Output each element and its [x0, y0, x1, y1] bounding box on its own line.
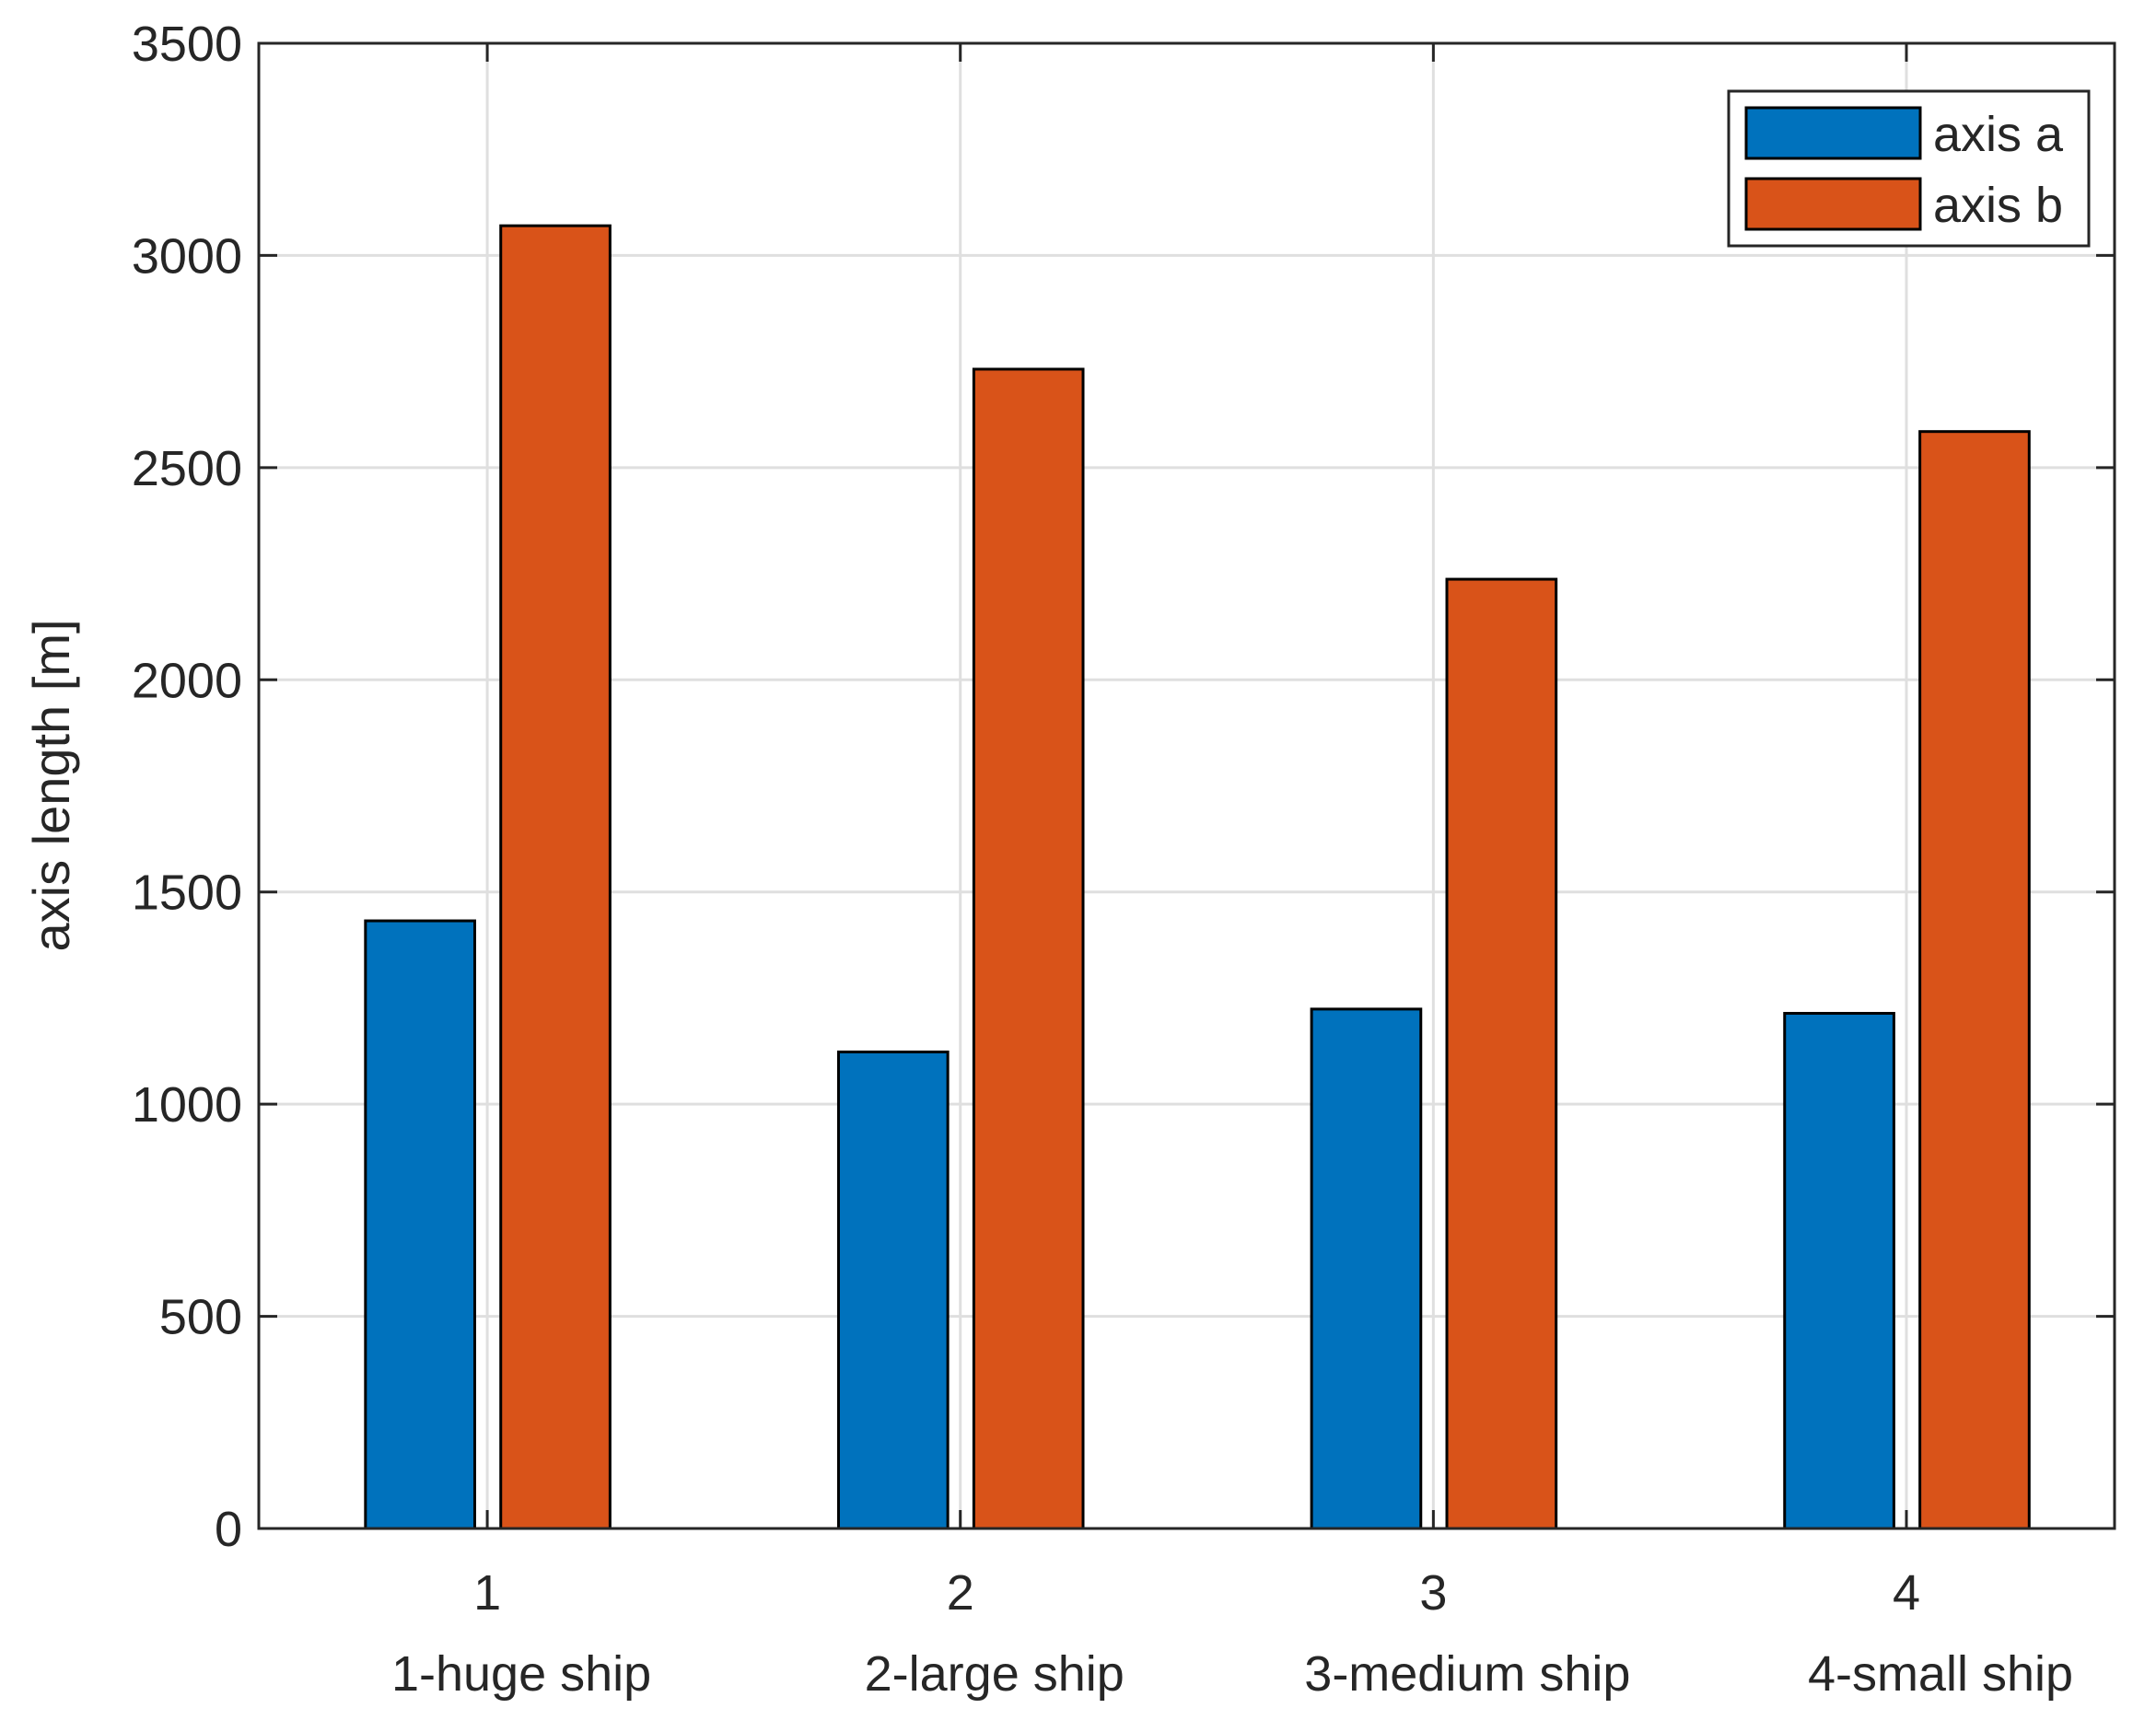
ticks: 0 500 1000 1500 2000 2500 3000 3500 1 1-huge ship…	[132, 17, 2115, 1702]
bar-axis-a-4	[1783, 1012, 1895, 1530]
y-axis-label: axis length [m]	[22, 619, 80, 951]
legend-label-axis-b: axis b	[1933, 178, 2063, 233]
category-label: 1-huge ship	[391, 1646, 651, 1702]
bar-axis-a-1	[364, 919, 476, 1530]
x-tick-label: 3	[1419, 1565, 1447, 1621]
y-tick-label: 500	[159, 1290, 242, 1345]
bar-axis-a-2	[836, 1050, 950, 1530]
legend-label-axis-a: axis a	[1933, 107, 2064, 162]
x-tick-label: 4	[1893, 1565, 1920, 1621]
y-tick-label: 2000	[132, 653, 242, 708]
bar-axis-b-4	[1918, 430, 2031, 1530]
x-tick-label: 2	[947, 1565, 974, 1621]
y-tick-label: 1500	[132, 866, 242, 921]
bar-axis-b-3	[1445, 577, 1558, 1530]
y-tick-label: 3500	[132, 17, 242, 72]
category-label: 2-large ship	[865, 1646, 1125, 1702]
category-label: 4-small ship	[1808, 1646, 2073, 1702]
plot-frame	[257, 41, 2116, 1530]
bar-axis-a-3	[1310, 1007, 1423, 1530]
legend-swatch-axis-a	[1744, 106, 1922, 160]
y-tick-label: 0	[215, 1502, 242, 1557]
bars	[364, 224, 2031, 1530]
y-tick-label: 2500	[132, 441, 242, 496]
legend: axis a axis b	[1727, 89, 2091, 248]
y-tick-label: 1000	[132, 1077, 242, 1133]
legend-swatch-axis-b	[1744, 177, 1922, 231]
bar-axis-b-1	[499, 224, 612, 1530]
category-label: 3-medium ship	[1304, 1646, 1630, 1702]
y-tick-label: 3000	[132, 228, 242, 284]
x-tick-label: 1	[473, 1565, 501, 1621]
bar-axis-b-2	[972, 367, 1085, 1530]
